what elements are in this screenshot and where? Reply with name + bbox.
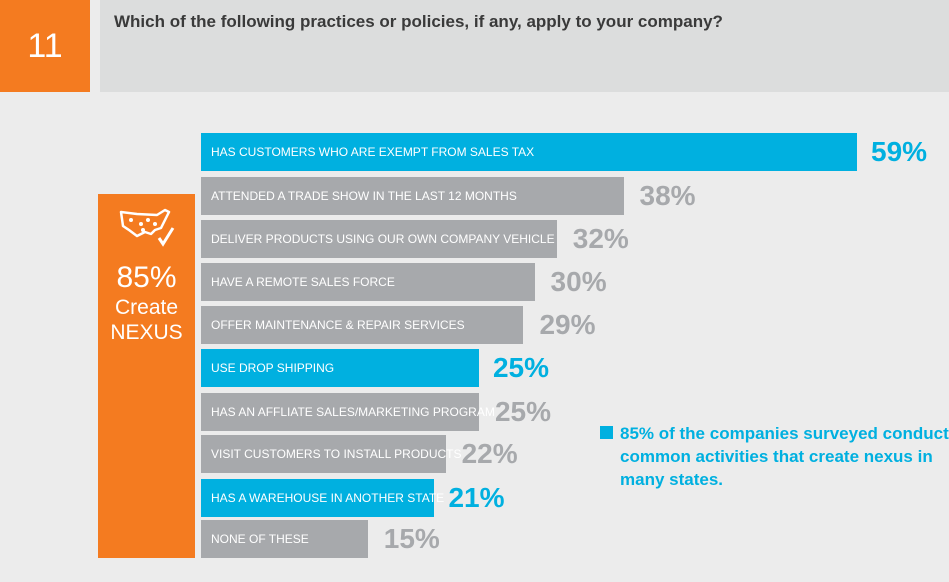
bar-label: ATTENDED A TRADE SHOW IN THE LAST 12 MON…: [211, 189, 517, 203]
bar: VISIT CUSTOMERS TO INSTALL PRODUCTS: [201, 435, 462, 473]
bar-label: HAS AN AFFLIATE SALES/MARKETING PROGRAM: [211, 405, 495, 419]
question-header: Which of the following practices or poli…: [100, 0, 949, 92]
data-label: 30%: [550, 266, 607, 297]
bar: NONE OF THESE: [201, 520, 368, 558]
bar-label: HAS CUSTOMERS WHO ARE EXEMPT FROM SALES …: [211, 145, 535, 159]
bar: HAVE A REMOTE SALES FORCE: [201, 263, 535, 301]
bar: USE DROP SHIPPING: [201, 349, 479, 387]
data-label: 22%: [461, 438, 518, 469]
data-label: 59%: [871, 136, 928, 167]
bar: HAS A WAREHOUSE IN ANOTHER STATE: [201, 479, 444, 517]
bar-label: NONE OF THESE: [211, 532, 309, 546]
data-label: 15%: [383, 523, 440, 554]
bar: HAS AN AFFLIATE SALES/MARKETING PROGRAM: [201, 393, 495, 431]
footnote-text: 85% of the companies surveyed conduct co…: [620, 424, 949, 489]
bar: HAS CUSTOMERS WHO ARE EXEMPT FROM SALES …: [201, 133, 857, 171]
bar: ATTENDED A TRADE SHOW IN THE LAST 12 MON…: [201, 177, 624, 215]
data-label: 32%: [572, 223, 629, 254]
nexus-percent: 85%: [116, 261, 177, 294]
question-text: Which of the following practices or poli…: [114, 12, 723, 31]
nexus-line2: NEXUS: [110, 321, 183, 344]
bar-label: DELIVER PRODUCTS USING OUR OWN COMPANY V…: [211, 232, 555, 246]
data-label: 38%: [639, 180, 696, 211]
bar-label: HAVE A REMOTE SALES FORCE: [211, 275, 395, 289]
data-label: 25%: [494, 396, 551, 427]
bar-label: VISIT CUSTOMERS TO INSTALL PRODUCTS: [211, 447, 462, 461]
data-label: 29%: [539, 309, 596, 340]
question-number: 11: [0, 0, 90, 92]
bar-label: OFFER MAINTENANCE & REPAIR SERVICES: [211, 318, 465, 332]
footnote: 85% of the companies surveyed conduct co…: [600, 422, 949, 491]
bar-label: HAS A WAREHOUSE IN ANOTHER STATE: [211, 491, 445, 505]
bar-label: USE DROP SHIPPING: [211, 361, 335, 375]
bar: DELIVER PRODUCTS USING OUR OWN COMPANY V…: [201, 220, 557, 258]
data-label: 25%: [492, 352, 549, 383]
nexus-line1: Create: [114, 296, 179, 319]
data-label: 21%: [448, 482, 505, 513]
bar: OFFER MAINTENANCE & REPAIR SERVICES: [201, 306, 524, 344]
nexus-callout: 85% Create NEXUS: [98, 194, 195, 558]
legend-square-icon: [600, 426, 613, 439]
us-map-check-icon: [119, 208, 174, 247]
